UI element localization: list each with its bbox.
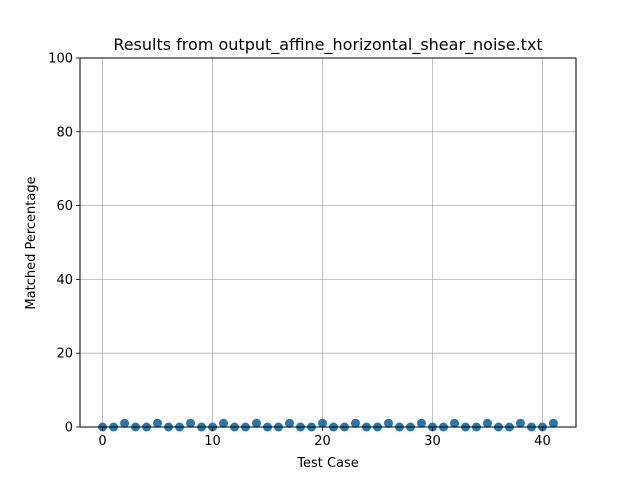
y-axis-label: Matched Percentage	[24, 176, 39, 309]
plot-frame	[79, 57, 577, 428]
y-tick-label: 100	[48, 52, 73, 67]
data-point	[219, 418, 229, 428]
y-tick-label: 20	[56, 347, 73, 362]
data-point	[153, 418, 163, 428]
x-tick-label: 40	[534, 434, 551, 449]
x-axis-label: Test Case	[296, 456, 359, 471]
data-point	[482, 418, 492, 428]
data-point	[120, 418, 130, 428]
data-point	[252, 418, 262, 428]
axis-ticks: 0 10 20 30 40 0 20 40 60 80 100	[48, 52, 551, 450]
data-point	[416, 418, 426, 428]
y-tick-label: 40	[56, 273, 73, 288]
y-tick-label: 80	[56, 125, 73, 140]
x-tick-label: 10	[204, 434, 221, 449]
data-point	[186, 418, 196, 428]
data-point	[548, 418, 558, 428]
data-point	[285, 418, 295, 428]
x-tick-label: 30	[424, 434, 441, 449]
data-point	[350, 418, 360, 428]
data-point	[318, 418, 328, 428]
data-point	[515, 418, 525, 428]
chart-title: Results from output_affine_horizontal_sh…	[113, 35, 542, 55]
data-point	[449, 418, 459, 428]
y-tick-label: 0	[65, 421, 73, 436]
y-tick-label: 60	[56, 199, 73, 214]
x-tick-label: 20	[314, 434, 331, 449]
x-tick-label: 0	[98, 434, 106, 449]
data-point	[383, 418, 393, 428]
